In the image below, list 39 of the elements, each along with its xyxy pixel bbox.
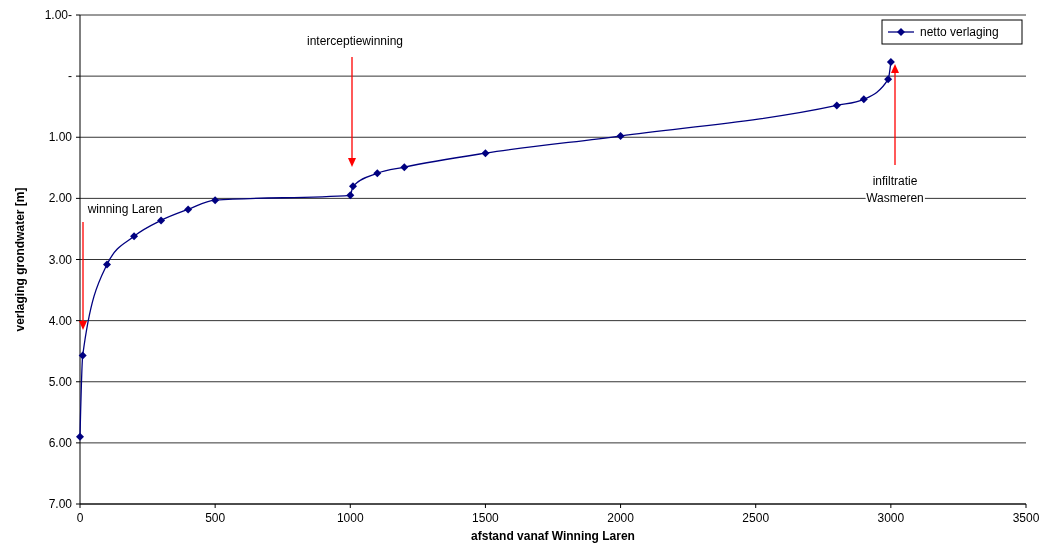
y-tick-label: 6.00 xyxy=(48,435,73,450)
point xyxy=(184,205,193,214)
y-tick-label: - xyxy=(68,69,72,84)
point xyxy=(346,191,355,200)
point xyxy=(886,58,895,67)
point xyxy=(859,95,868,104)
x-axis-title: afstand vanaf Winning Laren xyxy=(471,529,635,543)
y-tick-label: 7.00 xyxy=(48,497,73,511)
y-tick-label: 2.00 xyxy=(48,191,73,206)
y-tick-label: 1.00 xyxy=(48,130,73,145)
x-tick-label: 0 xyxy=(76,511,84,525)
annotation: winning Laren xyxy=(86,202,163,216)
y-tick-label: 4.00 xyxy=(48,313,73,328)
point xyxy=(481,149,490,158)
y-tick-label: 1.00- xyxy=(44,8,72,22)
x-tick-label: 1500 xyxy=(472,511,500,525)
x-tick-label: 3000 xyxy=(877,511,905,525)
point xyxy=(884,75,893,84)
x-tick-label: 500 xyxy=(205,511,226,525)
y-tick-label: 5.00 xyxy=(48,374,73,389)
point xyxy=(616,132,625,141)
point xyxy=(832,101,841,110)
y-tick-label: 3.00 xyxy=(48,252,73,267)
x-tick-label: 2500 xyxy=(742,511,770,525)
point xyxy=(348,182,357,191)
point xyxy=(211,196,220,205)
y-axis-title: verlaging grondwater [m] xyxy=(13,187,27,332)
x-tick-label: 3500 xyxy=(1012,511,1040,525)
legend-label: netto verlaging xyxy=(920,25,999,39)
point xyxy=(373,169,382,178)
x-tick-label: 2000 xyxy=(607,511,635,525)
point xyxy=(400,163,409,172)
point xyxy=(76,432,84,441)
point xyxy=(130,232,139,241)
x-tick-label: 1000 xyxy=(336,511,364,525)
point xyxy=(103,260,112,269)
point xyxy=(157,216,166,225)
point xyxy=(78,351,87,360)
annotation: interceptiewinning xyxy=(306,34,404,48)
